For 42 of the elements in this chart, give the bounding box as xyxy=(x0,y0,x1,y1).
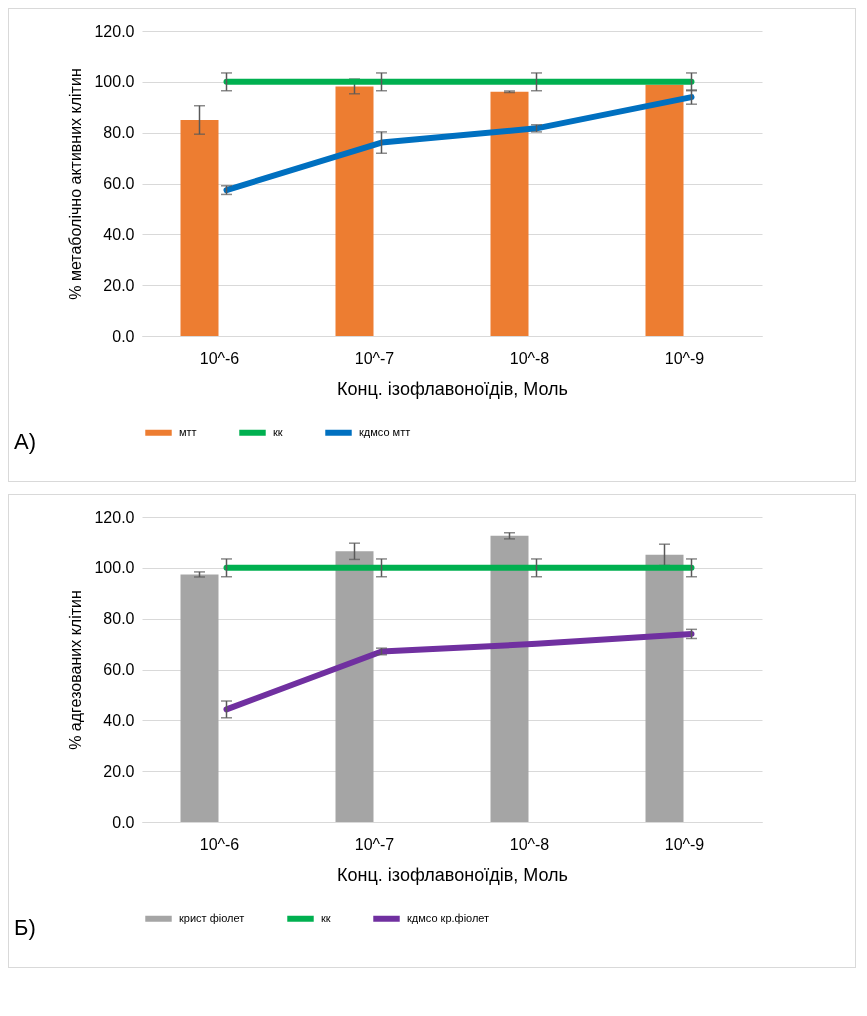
text: А) xyxy=(14,429,36,454)
x-tick-label: 10^-7 xyxy=(354,349,395,367)
y-tick-label: 60.0 xyxy=(103,661,135,678)
y-tick-label: 80.0 xyxy=(103,610,135,628)
x-tick-label: 10^-8 xyxy=(509,349,550,367)
y-tick-label: 0.0 xyxy=(112,813,135,831)
x-axis-title: Конц. ізофлавоноїдів, Моль xyxy=(337,864,568,885)
y-tick-label: 80.0 xyxy=(103,124,135,142)
bar xyxy=(645,84,684,336)
y-tick-label: 20.0 xyxy=(103,762,135,780)
legend-label: кдмсо мтт xyxy=(359,425,411,438)
y-tick-label: 100.0 xyxy=(94,73,135,91)
bar xyxy=(490,535,529,822)
bar xyxy=(180,119,219,336)
legend-label: кк xyxy=(321,911,331,924)
x-tick-label: 10^-8 xyxy=(509,835,550,853)
legend-label: мтт xyxy=(179,425,197,438)
y-tick-label: 120.0 xyxy=(94,22,135,40)
y-tick-label: 40.0 xyxy=(103,711,135,729)
y-tick-label: 20.0 xyxy=(103,276,135,294)
bar xyxy=(180,574,219,822)
y-tick-label: 0.0 xyxy=(112,327,135,345)
bar xyxy=(335,86,374,336)
x-tick-label: 10^-9 xyxy=(664,835,705,853)
legend-label: крист фіолет xyxy=(179,911,245,924)
x-axis-title: Конц. ізофлавоноїдів, Моль xyxy=(337,378,568,399)
bar xyxy=(490,91,529,336)
x-tick-label: 10^-6 xyxy=(199,835,240,853)
y-axis-title: % адгезованих клітин xyxy=(67,590,85,750)
y-tick-label: 100.0 xyxy=(94,559,135,577)
bar xyxy=(645,554,684,822)
x-tick-label: 10^-9 xyxy=(664,349,705,367)
y-axis-title: % метаболічно активних клітин xyxy=(67,68,85,300)
x-tick-label: 10^-6 xyxy=(199,349,240,367)
bar xyxy=(335,551,374,822)
legend-label: кк xyxy=(273,425,283,438)
text: Б) xyxy=(14,915,36,940)
y-tick-label: 60.0 xyxy=(103,175,135,192)
y-tick-label: 40.0 xyxy=(103,225,135,243)
y-tick-label: 120.0 xyxy=(94,508,135,526)
x-tick-label: 10^-7 xyxy=(354,835,395,853)
legend-label: кдмсо кр.фіолет xyxy=(407,911,490,924)
